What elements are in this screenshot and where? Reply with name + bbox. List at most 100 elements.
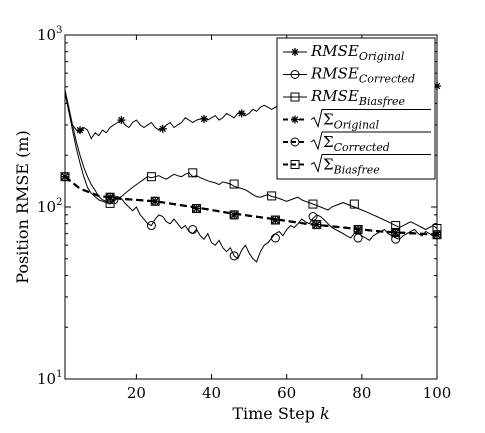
data-point-rmse-corrected xyxy=(308,212,318,222)
legend-sqrt-sign xyxy=(310,131,431,151)
data-point-sigma-biasfree xyxy=(60,172,70,182)
y-tick-label: 103 xyxy=(37,25,62,44)
legend-label-subscript: Original xyxy=(359,50,405,63)
data-point-sigma-original xyxy=(271,216,280,225)
square-shape xyxy=(353,224,363,234)
x-axis-title: Time Step k xyxy=(232,404,329,423)
star-stroke xyxy=(291,116,299,123)
legend-label-sigma: Σ xyxy=(323,133,334,151)
y-tick-label: 102 xyxy=(37,197,62,216)
data-point-rmse-biasfree xyxy=(229,179,239,189)
data-point-rmse-corrected xyxy=(353,233,363,243)
star-stroke xyxy=(354,226,362,233)
star-stroke xyxy=(76,126,84,134)
series-line-sigma-original xyxy=(64,175,438,236)
circle-shape xyxy=(229,251,239,261)
legend-label-subscript: Biasfree xyxy=(358,95,406,108)
square-shape xyxy=(60,172,70,182)
star-stroke xyxy=(392,229,399,236)
sqrt-radical xyxy=(310,109,431,129)
star-stroke xyxy=(230,211,238,219)
legend-label-sigma: Σ xyxy=(323,111,334,129)
data-point-rmse-corrected xyxy=(229,251,239,261)
legend-sqrt-sign xyxy=(310,109,431,129)
star-stroke xyxy=(272,216,279,224)
square-shape xyxy=(432,230,442,240)
x-tick-label: 100 xyxy=(423,384,452,402)
y-tick-base: 10 xyxy=(37,370,56,388)
legend-label: ΣCorrected xyxy=(323,133,390,154)
legend-marker xyxy=(291,115,299,124)
legend-entry: ΣBiasfree xyxy=(283,154,431,177)
circle-shape xyxy=(290,137,300,147)
square-shape xyxy=(391,228,401,238)
data-point-sigma-biasfree xyxy=(150,196,160,206)
x-axis-title-text: Time Step xyxy=(232,404,315,423)
data-point-sigma-biasfree xyxy=(353,224,363,234)
square-shape xyxy=(188,168,198,178)
star-stroke xyxy=(238,110,245,117)
x-tick-label: 80 xyxy=(352,384,371,402)
legend-sqrt-sign xyxy=(310,154,431,174)
legend-label: RMSEOriginal xyxy=(310,42,405,63)
legend-entry: RMSEOriginal xyxy=(283,42,405,63)
data-point-sigma-original xyxy=(192,204,201,213)
data-point-rmse-original xyxy=(200,114,209,123)
star-stroke xyxy=(106,193,114,201)
data-point-sigma-original xyxy=(61,172,69,181)
series-line-sigma-corrected xyxy=(64,175,438,236)
legend-marker xyxy=(291,48,299,56)
data-point-rmse-corrected xyxy=(270,233,280,243)
legend-label: ΣBiasfree xyxy=(323,156,380,177)
legend-entry: ΣOriginal xyxy=(283,109,431,132)
data-point-sigma-original xyxy=(433,230,441,239)
y-tick-base: 10 xyxy=(37,26,56,44)
legend-label: ΣOriginal xyxy=(323,111,380,132)
legend-label-subscript: Original xyxy=(334,119,380,132)
legend-label: RMSECorrected xyxy=(310,65,415,86)
legend-box xyxy=(276,37,436,180)
series-line-rmse-corrected xyxy=(64,89,438,263)
data-point-sigma-biasfree xyxy=(229,210,239,220)
legend-label-main: RMSE xyxy=(310,65,359,83)
star-stroke xyxy=(151,197,159,205)
legend-label-sigma: Σ xyxy=(323,156,334,174)
data-point-sigma-biasfree xyxy=(432,230,442,240)
sqrt-radical xyxy=(310,131,431,151)
star-stroke xyxy=(291,48,299,56)
circle-shape xyxy=(290,70,300,79)
legend-label-subscript: Biasfree xyxy=(333,164,381,177)
square-shape xyxy=(290,92,300,102)
legend: RMSEOriginalRMSECorrectedRMSEBiasfreeΣOr… xyxy=(276,37,436,180)
circle-shape xyxy=(353,233,363,243)
data-point-rmse-original xyxy=(117,116,126,125)
legend-label-subscript: Corrected xyxy=(359,73,415,86)
square-shape xyxy=(312,220,322,230)
x-tick-label: 60 xyxy=(277,384,296,402)
legend-marker xyxy=(290,92,300,102)
x-tick-label: 40 xyxy=(202,384,221,402)
legend-label-main: RMSE xyxy=(310,42,359,60)
series-line-rmse-biasfree xyxy=(64,91,438,231)
data-point-sigma-original xyxy=(230,210,239,219)
square-shape xyxy=(290,160,300,169)
data-point-rmse-biasfree xyxy=(146,172,156,182)
data-point-sigma-original xyxy=(106,193,115,202)
y-axis-title: Position RMSE (m) xyxy=(13,130,32,283)
data-point-rmse-biasfree xyxy=(308,199,318,209)
data-point-sigma-original xyxy=(391,228,400,237)
square-shape xyxy=(349,199,359,209)
data-point-sigma-original xyxy=(354,225,363,234)
markers-layer xyxy=(60,82,442,261)
star-stroke xyxy=(159,125,166,133)
circle-shape xyxy=(270,233,280,243)
legend-label: RMSEBiasfree xyxy=(310,87,406,108)
square-shape xyxy=(267,191,277,201)
square-shape xyxy=(270,215,280,225)
sqrt-radical xyxy=(310,154,431,174)
data-point-sigma-biasfree xyxy=(192,204,202,214)
legend-label-main: RMSE xyxy=(310,87,359,105)
square-shape xyxy=(105,192,115,202)
